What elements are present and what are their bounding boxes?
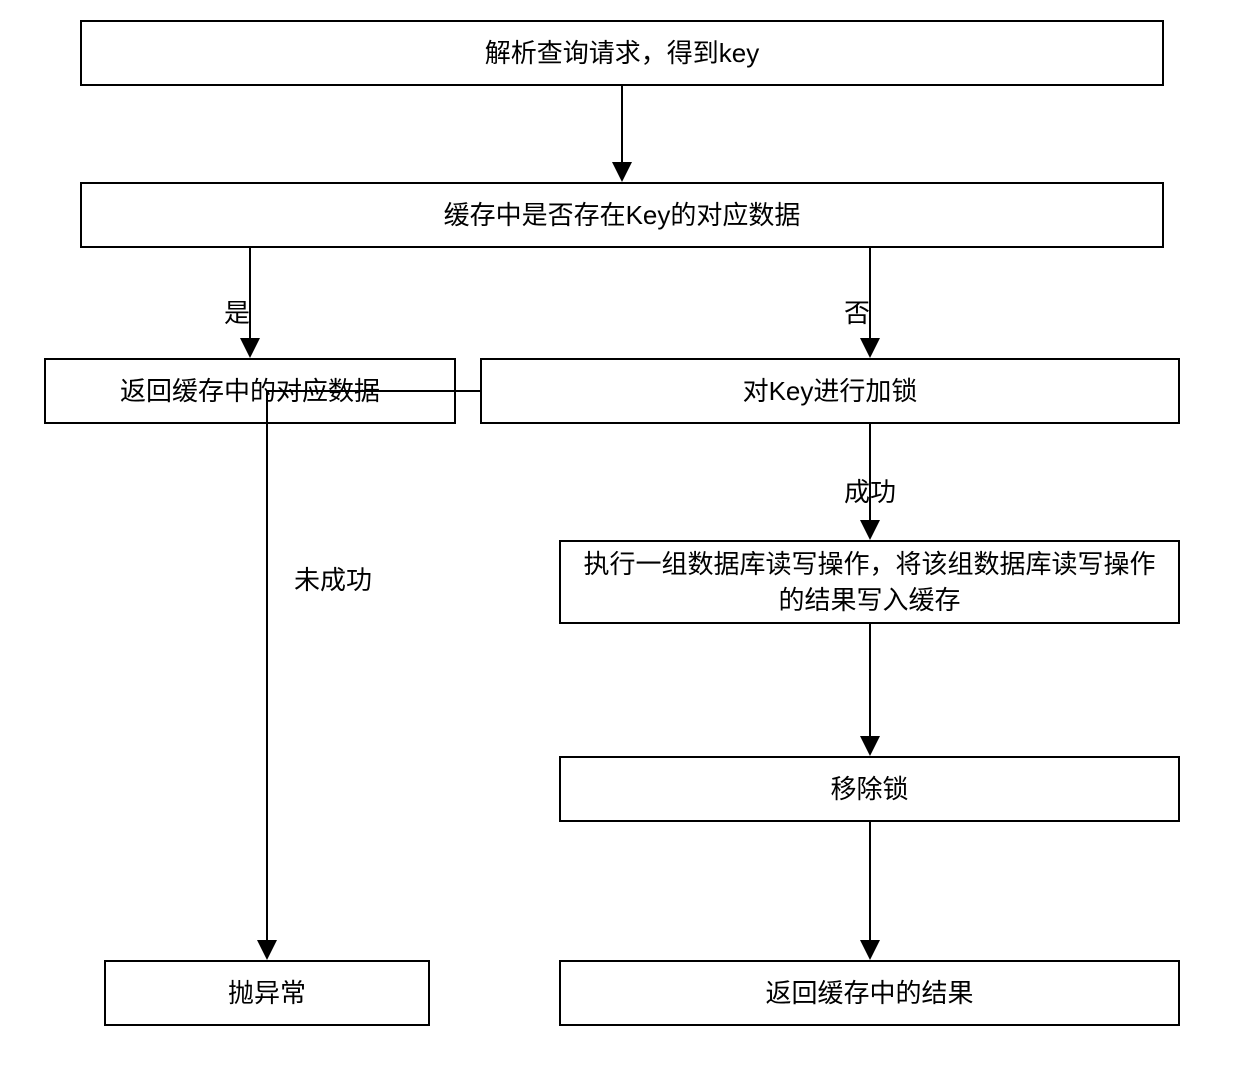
node-label: 返回缓存中的对应数据 — [120, 373, 380, 409]
node-lock-key: 对Key进行加锁 — [480, 358, 1180, 424]
node-label: 解析查询请求，得到key — [485, 35, 759, 71]
node-check-cache: 缓存中是否存在Key的对应数据 — [80, 182, 1164, 248]
edge-label-fail: 未成功 — [290, 560, 376, 597]
node-throw-exception: 抛异常 — [104, 960, 430, 1026]
node-remove-lock: 移除锁 — [559, 756, 1180, 822]
node-label: 返回缓存中的结果 — [765, 975, 973, 1011]
edge-label-no: 否 — [840, 293, 874, 330]
node-label: 缓存中是否存在Key的对应数据 — [444, 197, 801, 233]
node-label: 执行一组数据库读写操作，将该组数据库读写操作的结果写入缓存 — [571, 546, 1168, 619]
node-label: 移除锁 — [830, 771, 908, 807]
node-return-result: 返回缓存中的结果 — [559, 960, 1180, 1026]
edge-label-yes: 是 — [220, 293, 254, 330]
edge — [267, 391, 480, 956]
node-exec-db: 执行一组数据库读写操作，将该组数据库读写操作的结果写入缓存 — [559, 540, 1180, 624]
edge-label-success: 成功 — [840, 472, 900, 509]
node-label: 抛异常 — [228, 975, 306, 1011]
node-label: 对Key进行加锁 — [743, 373, 918, 409]
node-return-cached: 返回缓存中的对应数据 — [44, 358, 456, 424]
node-parse: 解析查询请求，得到key — [80, 20, 1164, 86]
